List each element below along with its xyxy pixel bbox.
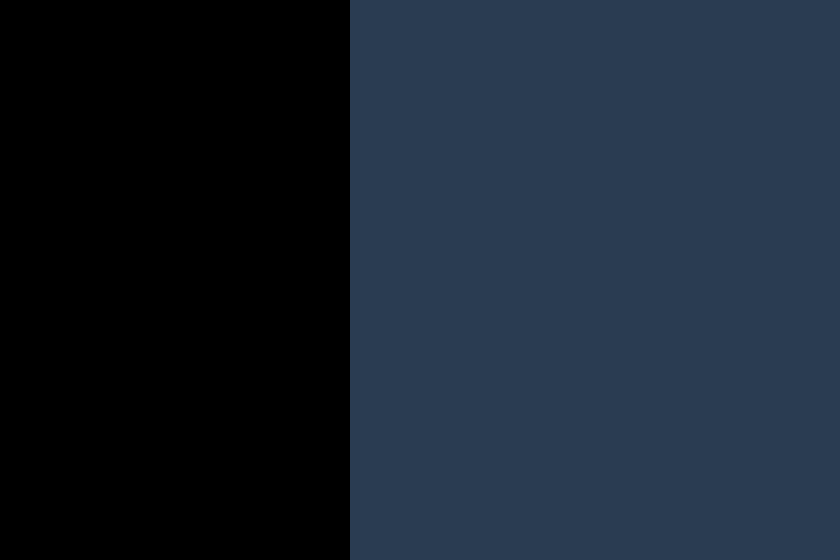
bar-chart	[30, 20, 320, 290]
donut-center-text	[142, 410, 212, 423]
radar-svg	[370, 10, 830, 550]
left-panel	[0, 0, 350, 560]
donut-svg	[20, 320, 330, 540]
bar-stacks	[80, 46, 310, 246]
radar-chart	[370, 10, 830, 550]
donut-chart	[20, 320, 330, 540]
bar-brand-labels	[80, 250, 310, 290]
